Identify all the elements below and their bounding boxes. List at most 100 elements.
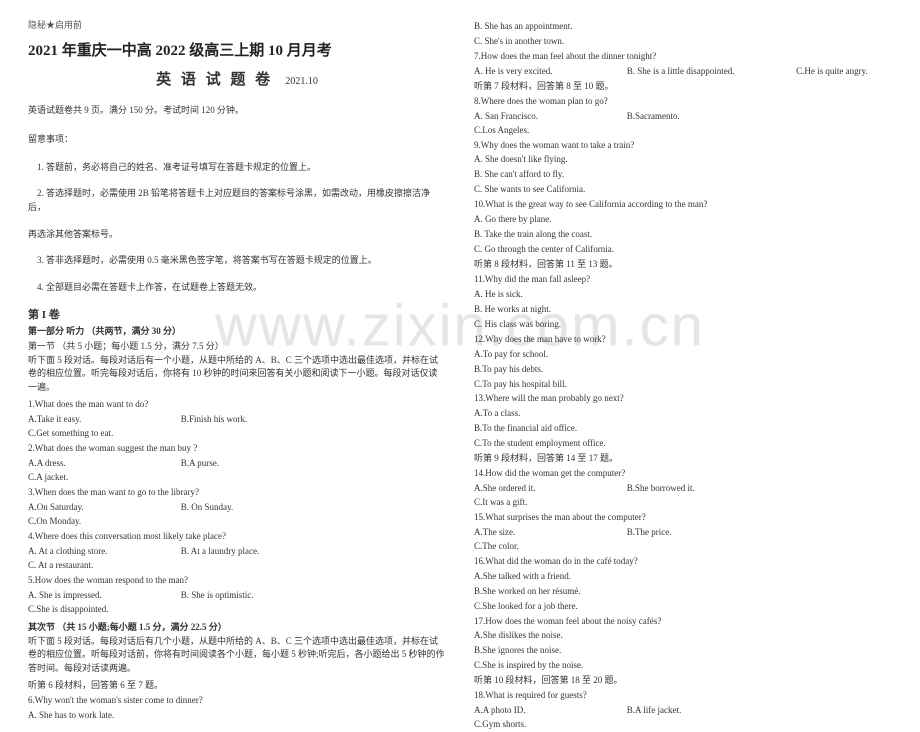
q9: 9.Why does the woman want to take a trai… xyxy=(474,139,892,153)
q5: 5.How does the woman respond to the man? xyxy=(28,574,446,588)
q16-a: A.She talked with a friend. xyxy=(474,570,892,584)
q8-b: B.Sacramento. xyxy=(627,110,777,124)
secret-label: 隐秘★启用前 xyxy=(28,18,446,31)
q7-c: C.He is quite angry. xyxy=(796,66,868,76)
q18-b: B.A life jacket. xyxy=(627,704,777,718)
left-column: 隐秘★启用前 2021 年重庆一中高 2022 级高三上期 10 月月考 英 语… xyxy=(0,0,460,651)
q5-opts: A. She is impressed. B. She is optimisti… xyxy=(28,589,446,617)
q9-b: B. She can't afford to fly. xyxy=(474,168,892,182)
q15-b: B.The price. xyxy=(627,526,777,540)
q18: 18.What is required for guests? xyxy=(474,689,892,703)
q12: 12.Why does the man have to work? xyxy=(474,333,892,347)
q7-opts: A. He is very excited. B. She is a littl… xyxy=(474,65,892,79)
q7-a: A. He is very excited. xyxy=(474,65,624,79)
material-10: 听第 10 段材料，回答第 18 至 20 题。 xyxy=(474,674,892,688)
notice-3: 3. 答非选择题时，必需使用 0.5 毫米黑色签字笔，将答案书写在答题卡规定的位… xyxy=(28,253,446,267)
q9-a: A. She doesn't like flying. xyxy=(474,153,892,167)
exam-info: 英语试题卷共 9 页。满分 150 分。考试时间 120 分钟。 xyxy=(28,103,446,118)
q3-b: B. On Sunday. xyxy=(181,501,331,515)
q17-c: C.She is inspired by the noise. xyxy=(474,659,892,673)
q3: 3.When does the man want to go to the li… xyxy=(28,486,446,500)
q12-a: A.To pay for school. xyxy=(474,348,892,362)
notice-header: 留意事项： xyxy=(28,132,446,147)
q2-c: C.A jacket. xyxy=(28,471,145,485)
q15-a: A.The size. xyxy=(474,526,624,540)
q4-a: A. At a clothing store. xyxy=(28,545,178,559)
q15: 15.What surprises the man about the comp… xyxy=(474,511,892,525)
q11: 11.Why did the man fall asleep? xyxy=(474,273,892,287)
material-8: 听第 8 段材料，回答第 11 至 13 题。 xyxy=(474,258,892,272)
q17-a: A.She dislikes the noise. xyxy=(474,629,892,643)
q11-a: A. He is sick. xyxy=(474,288,892,302)
q6-b: B. She has an appointment. xyxy=(474,20,892,34)
section1-header: 第一部分 听力 （共两节，满分 30 分） xyxy=(28,324,446,337)
material-6: 听第 6 段材料，回答第 6 至 7 题。 xyxy=(28,679,446,693)
q8: 8.Where does the woman plan to go? xyxy=(474,95,892,109)
q13-a: A.To a class. xyxy=(474,407,892,421)
q16-c: C.She looked for a job there. xyxy=(474,600,892,614)
subtitle-date: 2021.10 xyxy=(285,76,318,87)
subtitle-row: 英 语 试 题 卷 2021.10 xyxy=(28,68,446,89)
q15-c: C.The color. xyxy=(474,540,591,554)
q13: 13.Where will the man probably go next? xyxy=(474,392,892,406)
q6: 6.Why won't the woman's sister come to d… xyxy=(28,694,446,708)
q3-opts: A.On Saturday. B. On Sunday. C.On Monday… xyxy=(28,501,446,529)
right-column: B. She has an appointment. C. She's in a… xyxy=(460,0,920,651)
q16: 16.What did the woman do in the café tod… xyxy=(474,555,892,569)
q13-b: B.To the financial aid office. xyxy=(474,422,892,436)
q6-c: C. She's in another town. xyxy=(474,35,892,49)
q8-opts: A. San Francisco. B.Sacramento. C.Los An… xyxy=(474,110,892,138)
q17: 17.How does the woman feel about the noi… xyxy=(474,615,892,629)
q15-opts: A.The size. B.The price. C.The color. xyxy=(474,526,892,554)
subpart1-header: 第一节 （共 5 小题；每小题 1.5 分，满分 7.5 分） xyxy=(28,339,446,352)
q1-a: A.Take it easy. xyxy=(28,413,178,427)
q9-c: C. She wants to see California. xyxy=(474,183,892,197)
q1-c: C.Get something to eat. xyxy=(28,427,145,441)
q14-c: C.It was a gift. xyxy=(474,496,591,510)
q14-b: B.She borrowed it. xyxy=(627,482,777,496)
q1-opts: A.Take it easy. B.Finish his work. C.Get… xyxy=(28,413,446,441)
q4-b: B. At a laundry place. xyxy=(181,545,331,559)
q14-a: A.She ordered it. xyxy=(474,482,624,496)
q4-c: C. At a restaurant. xyxy=(28,559,145,573)
q8-a: A. San Francisco. xyxy=(474,110,624,124)
notice-4: 4. 全部题目必需在答题卡上作答，在试题卷上答题无效。 xyxy=(28,280,446,294)
q16-b: B.She worked on her résumé. xyxy=(474,585,892,599)
q18-c: C.Gym shorts. xyxy=(474,718,591,732)
q17-b: B.She ignores the noise. xyxy=(474,644,892,658)
q3-a: A.On Saturday. xyxy=(28,501,178,515)
q14-opts: A.She ordered it. B.She borrowed it. C.I… xyxy=(474,482,892,510)
q4: 4.Where does this conversation most like… xyxy=(28,530,446,544)
q14: 14.How did the woman get the computer? xyxy=(474,467,892,481)
q12-b: B.To pay his debts. xyxy=(474,363,892,377)
q10: 10.What is the great way to see Californ… xyxy=(474,198,892,212)
q2-opts: A.A dress. B.A purse. C.A jacket. xyxy=(28,457,446,485)
q4-opts: A. At a clothing store. B. At a laundry … xyxy=(28,545,446,573)
q2: 2.What does the woman suggest the man bu… xyxy=(28,442,446,456)
notice-2: 2. 答选择题时，必需使用 2B 铅笔将答题卡上对应题目的答案标号涂黑，如需改动… xyxy=(28,186,446,215)
q10-b: B. Take the train along the coast. xyxy=(474,228,892,242)
q1-b: B.Finish his work. xyxy=(181,413,331,427)
q1: 1.What does the man want to do? xyxy=(28,398,446,412)
part1-header: 第 I 卷 xyxy=(28,306,446,322)
q10-c: C. Go through the center of California. xyxy=(474,243,892,257)
q5-a: A. She is impressed. xyxy=(28,589,178,603)
subpart2-header: 其次节 （共 15 小题;每小题 1.5 分，满分 22.5 分） xyxy=(28,620,446,633)
material-7: 听第 7 段材料，回答第 8 至 10 题。 xyxy=(474,80,892,94)
q13-c: C.To the student employment office. xyxy=(474,437,892,451)
q18-opts: A.A photo ID. B.A life jacket. C.Gym sho… xyxy=(474,704,892,732)
q10-a: A. Go there by plane. xyxy=(474,213,892,227)
q11-c: C. His class was boring. xyxy=(474,318,892,332)
main-title: 2021 年重庆一中高 2022 级高三上期 10 月月考 xyxy=(28,39,446,60)
notice-1: 1. 答题前，务必将自己的姓名、准考证号填写在答题卡规定的位置上。 xyxy=(28,160,446,174)
q3-c: C.On Monday. xyxy=(28,515,145,529)
q5-b: B. She is optimistic. xyxy=(181,589,331,603)
subtitle: 英 语 试 题 卷 xyxy=(156,72,273,88)
subpart2-desc: 听下面 5 段对话。每段对话后有几个小题，从题中所给的 A、B、C 三个选项中选… xyxy=(28,635,446,676)
q6-a: A. She has to work late. xyxy=(28,709,446,723)
q12-c: C.To pay his hospital bill. xyxy=(474,378,892,392)
subpart1-desc: 听下面 5 段对话。每段对话后有一个小题，从题中所给的 A、B、C 三个选项中选… xyxy=(28,354,446,395)
notice-2a: 2. 答选择题时，必需使用 2B 铅笔将答题卡上对应题目的答案标号涂黑，如需改动… xyxy=(28,188,430,212)
q7-b: B. She is a little disappointed. xyxy=(627,65,794,79)
notice-2b: 再选涂其他答案标号。 xyxy=(28,227,446,241)
